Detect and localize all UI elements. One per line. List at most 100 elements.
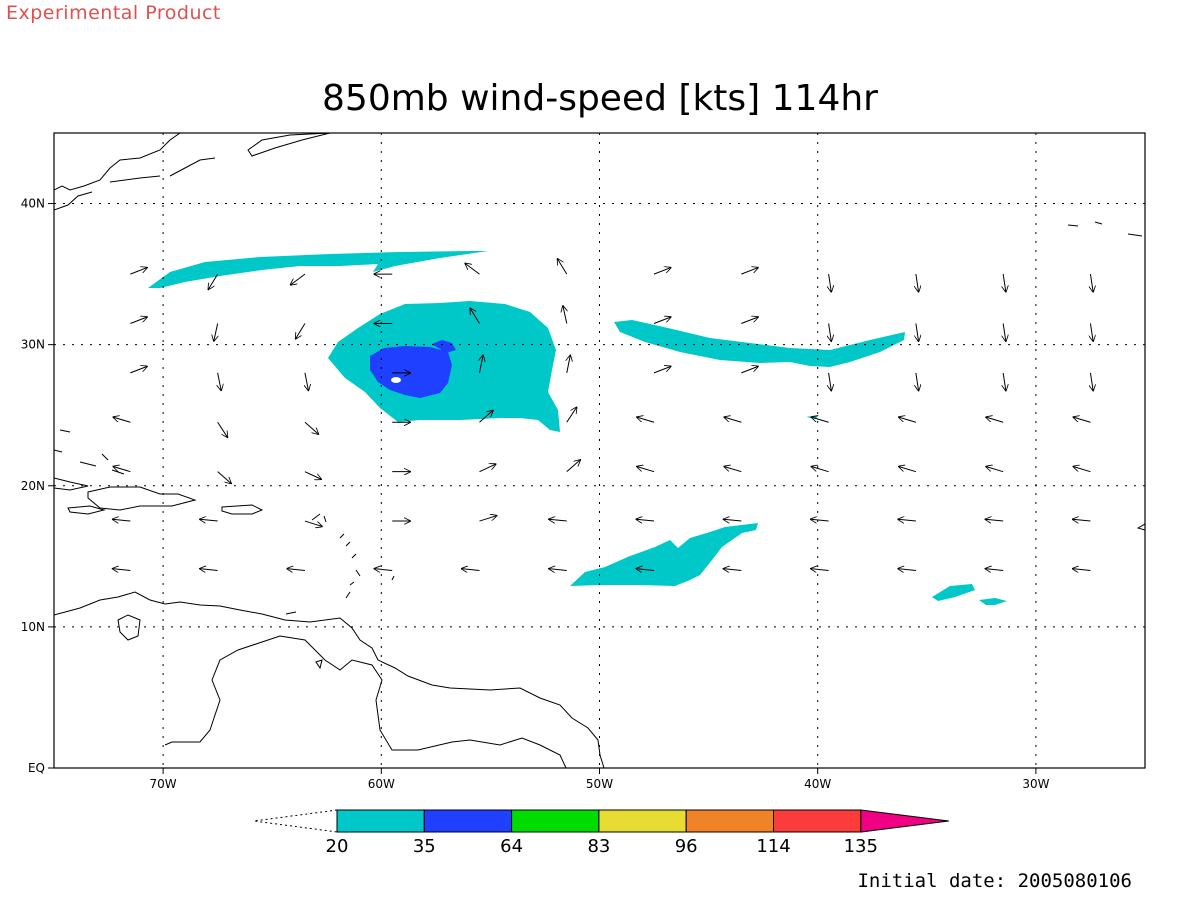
lat-tick-label: EQ [28,761,45,775]
wind-speed-shading [148,251,1007,605]
wind-vector-arrow [304,471,321,480]
wind-patch-east-1 [932,584,975,601]
colorbar-label: 35 [413,836,436,857]
wind-vector-arrow [549,519,567,521]
wind-vector-arrow [112,519,131,521]
lat-tick-label: 40N [21,197,45,211]
wind-vector-arrow [741,317,758,324]
wind-vector-arrow [479,516,496,522]
colorbar-swatch [685,809,775,833]
wind-patch-east-2 [979,598,1007,605]
wind-vector-arrow [462,569,480,571]
colorbar-label: 64 [500,836,523,857]
wind-vector-arrow [985,569,1004,571]
colorbar-label: 83 [587,836,610,857]
wind-vector-arrow [724,417,742,423]
wind-vector-arrow [1090,274,1093,292]
colorbar-label: 135 [844,836,878,857]
wind-vector-arrow [566,460,581,473]
wind-band-20kt-northeast [614,320,905,367]
wind-vector-arrow [916,323,919,342]
wind-vector-arrow [1073,417,1091,423]
wind-vector-arrow [304,520,322,526]
wind-vector-arrow [829,372,832,391]
coastlines [54,133,1145,768]
wind-vector-arrow [549,569,567,571]
wind-vector-arrow [296,323,306,339]
lat-tick-label: 30N [21,338,45,352]
wind-vector-arrow [899,417,917,423]
coastline-africa-edge [1136,523,1145,531]
storm-wind-core-small [432,340,456,353]
wind-vector-arrow [130,366,147,374]
wind-vector-arrow [811,417,829,423]
wind-vector-arrow [811,466,829,473]
coastline-bahamas [54,429,125,475]
colorbar-swatch [511,809,600,833]
colorbar-label: 114 [756,836,790,857]
wind-vector-arrow [567,355,571,373]
wind-vector-arrow [557,259,568,275]
coastline-jamaica [67,505,106,515]
wind-vector-arrow [465,263,480,275]
wind-vector-arrow [304,421,319,434]
wind-vector-arrow [217,422,228,437]
wind-vector-arrow [479,355,483,373]
colorbar-swatch [773,809,862,833]
wind-vector-arrow [566,407,577,423]
wind-vector-arrow [374,569,393,571]
wind-vector-arrow [898,519,916,521]
coastline-lesser-antilles [285,513,395,670]
wind-vector-arrow [724,466,742,473]
wind-vector-arrow [287,569,305,571]
wind-vector-arrow [723,519,742,521]
colorbar-label: 20 [326,836,349,857]
wind-vector-arrow [986,466,1004,473]
colorbar-high-extension [860,809,949,833]
wind-vector-arrow [563,306,567,324]
wind-vector-arrow [636,519,655,521]
wind-vector-arrow [899,466,917,473]
wind-vector-arrow [200,569,218,571]
wind-vector-arrow [479,410,493,423]
wind-vector-arrow [200,519,218,521]
colorbar-swatch [598,809,687,833]
coastline-azores [1067,221,1143,237]
lon-tick-label: 40W [804,777,831,791]
coastline-hispaniola [87,486,197,511]
wind-vector-arrow [898,569,916,571]
wind-vector-arrow [986,417,1004,423]
wind-vector-arrow [305,372,309,391]
lat-tick-label: 20N [21,479,45,493]
wind-vector-arrow [290,273,306,285]
wind-vector-arrow [130,317,147,324]
wind-vector-arrow [916,372,919,391]
coastline-puerto-rico [221,504,264,515]
wind-vector-arrow [1073,569,1091,571]
coastline-south-america [54,591,605,768]
colorbar-swatch [423,809,513,833]
wind-vector-arrow [653,268,671,275]
south-america-interior-border [164,635,567,768]
wind-vector-arrow [1003,372,1006,391]
initial-date-label: Initial date: 2005080106 [857,870,1132,892]
wind-band-20kt-south [570,523,758,586]
wind-vector-arrow [208,273,219,289]
wind-vector-arrow [916,274,919,292]
wind-vector-arrow [1003,274,1006,292]
coastline-nova-scotia [169,157,216,177]
wind-vector-arrow [130,268,147,275]
wind-vector-arrow [811,519,829,521]
lake-maracaibo [117,614,141,641]
wind-vector-arrow [1090,323,1093,342]
wind-speed-colorbar: 20 35 64 83 96 114 135 [253,809,949,857]
wind-vector-arrow [636,569,655,571]
coastline-north-america [54,133,181,211]
wind-vector-arrow [479,464,495,473]
map-title: 850mb wind-speed [kts] 114hr [322,78,878,119]
lon-tick-label: 70W [150,777,177,791]
wind-band-20kt-northwest [148,251,488,288]
experimental-product-label: Experimental Product [6,2,221,24]
wind-vector-arrow [214,323,218,342]
